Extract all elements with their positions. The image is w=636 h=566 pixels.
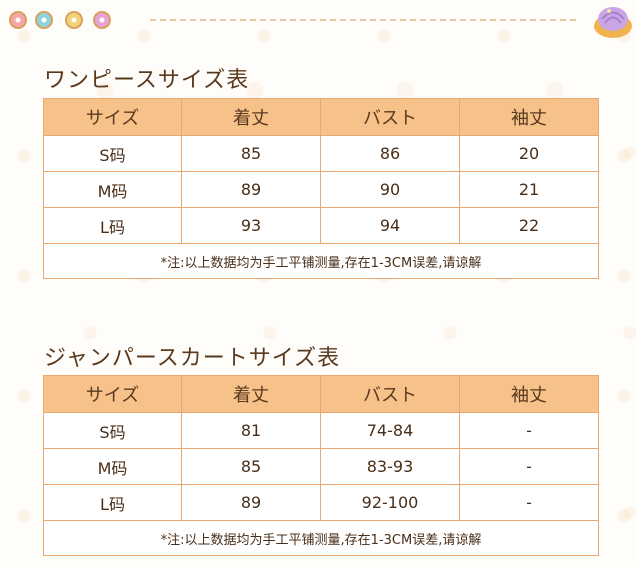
cell-bust: 94 bbox=[320, 207, 460, 244]
table-note-row: *注:以上数据均为手工平铺测量,存在1-3CM误差,请谅解 bbox=[43, 243, 599, 279]
cell-size: M码 bbox=[43, 448, 182, 485]
cell-size: L码 bbox=[43, 484, 182, 521]
cell-length: 85 bbox=[181, 448, 321, 485]
cell-bust: 83-93 bbox=[320, 448, 460, 485]
cell-size: L码 bbox=[43, 207, 182, 244]
header-sleeve: 袖丈 bbox=[459, 375, 599, 413]
cell-length: 89 bbox=[181, 171, 321, 208]
table-row: L码 93 94 22 bbox=[43, 207, 599, 244]
table-row: S码 81 74-84 - bbox=[43, 412, 599, 449]
table1-title: ワンピースサイズ表 bbox=[44, 68, 250, 93]
table-row: S码 85 86 20 bbox=[43, 135, 599, 172]
donut-icon bbox=[93, 11, 111, 29]
cell-sleeve: - bbox=[459, 448, 599, 485]
header-sleeve: 袖丈 bbox=[459, 98, 599, 136]
cell-length: 93 bbox=[181, 207, 321, 244]
donut-icon bbox=[35, 11, 53, 29]
cell-size: S码 bbox=[43, 135, 182, 172]
donut-icon bbox=[65, 11, 83, 29]
top-decoration bbox=[0, 0, 636, 40]
cell-sleeve: - bbox=[459, 412, 599, 449]
table-note-row: *注:以上数据均为手工平铺测量,存在1-3CM误差,请谅解 bbox=[43, 520, 599, 556]
measurement-note: *注:以上数据均为手工平铺测量,存在1-3CM误差,请谅解 bbox=[43, 243, 599, 279]
table-row: L码 89 92-100 - bbox=[43, 484, 599, 521]
size-table-onepiece: サイズ 着丈 バスト 袖丈 S码 85 86 20 M码 89 90 21 L码… bbox=[43, 98, 599, 279]
table2-title: ジャンパースカートサイズ表 bbox=[44, 346, 341, 371]
header-length: 着丈 bbox=[181, 98, 321, 136]
header-bust: バスト bbox=[320, 98, 460, 136]
header-size: サイズ bbox=[43, 375, 182, 413]
table-row: M码 89 90 21 bbox=[43, 171, 599, 208]
swirl-pastry-icon bbox=[594, 7, 632, 38]
cell-sleeve: 21 bbox=[459, 171, 599, 208]
cell-sleeve: 22 bbox=[459, 207, 599, 244]
cell-length: 85 bbox=[181, 135, 321, 172]
header-length: 着丈 bbox=[181, 375, 321, 413]
table-row: M码 85 83-93 - bbox=[43, 448, 599, 485]
measurement-note: *注:以上数据均为手工平铺测量,存在1-3CM误差,请谅解 bbox=[43, 520, 599, 556]
cell-bust: 92-100 bbox=[320, 484, 460, 521]
cell-sleeve: - bbox=[459, 484, 599, 521]
cell-sleeve: 20 bbox=[459, 135, 599, 172]
donut-icon bbox=[9, 11, 27, 29]
cell-bust: 74-84 bbox=[320, 412, 460, 449]
cell-bust: 86 bbox=[320, 135, 460, 172]
size-table-jumperskirt: サイズ 着丈 バスト 袖丈 S码 81 74-84 - M码 85 83-93 … bbox=[43, 375, 599, 556]
header-size: サイズ bbox=[43, 98, 182, 136]
header-bust: バスト bbox=[320, 375, 460, 413]
cell-length: 81 bbox=[181, 412, 321, 449]
cell-bust: 90 bbox=[320, 171, 460, 208]
table-header-row: サイズ 着丈 バスト 袖丈 bbox=[43, 375, 599, 413]
dashed-divider bbox=[150, 19, 576, 21]
cell-size: S码 bbox=[43, 412, 182, 449]
cell-size: M码 bbox=[43, 171, 182, 208]
cell-length: 89 bbox=[181, 484, 321, 521]
table-header-row: サイズ 着丈 バスト 袖丈 bbox=[43, 98, 599, 136]
